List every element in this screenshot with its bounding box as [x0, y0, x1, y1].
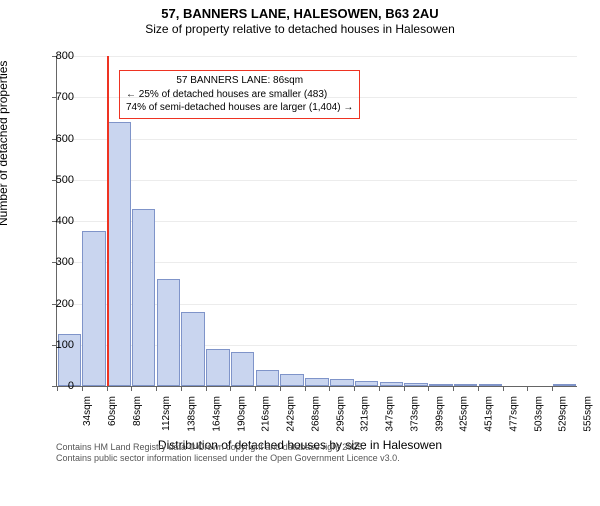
histogram-bar	[355, 381, 379, 386]
x-tick-mark	[379, 386, 380, 391]
histogram-bar	[330, 379, 354, 386]
footer-attribution: Contains HM Land Registry data © Crown c…	[56, 442, 400, 464]
x-tick-label: 164sqm	[211, 396, 222, 432]
histogram-bar	[553, 384, 577, 386]
x-tick-mark	[156, 386, 157, 391]
x-tick-mark	[478, 386, 479, 391]
x-tick-mark	[453, 386, 454, 391]
x-tick-label: 242sqm	[286, 396, 297, 432]
x-tick-mark	[82, 386, 83, 391]
x-tick-label: 60sqm	[107, 396, 118, 426]
x-tick-label: 373sqm	[409, 396, 420, 432]
x-tick-label: 503sqm	[533, 396, 544, 432]
histogram-bar	[454, 384, 478, 386]
y-tick-label: 700	[40, 91, 74, 103]
y-tick-label: 0	[40, 380, 74, 392]
x-tick-label: 190sqm	[236, 396, 247, 432]
y-tick-label: 400	[40, 215, 74, 227]
x-tick-mark	[181, 386, 182, 391]
histogram-bar	[380, 382, 404, 386]
histogram-bar	[132, 209, 156, 386]
histogram-bar	[404, 383, 428, 386]
x-tick-mark	[354, 386, 355, 391]
gridline	[57, 180, 577, 181]
histogram-bar	[305, 378, 329, 386]
x-tick-label: 555sqm	[583, 396, 594, 432]
histogram-bar	[479, 384, 503, 386]
histogram-bar	[206, 349, 230, 386]
x-tick-label: 295sqm	[335, 396, 346, 432]
histogram-bar	[429, 384, 453, 386]
chart-area: Number of detached properties 57 BANNERS…	[0, 46, 600, 466]
x-tick-label: 425sqm	[459, 396, 470, 432]
x-tick-mark	[206, 386, 207, 391]
annotation-line-1: 57 BANNERS LANE: 86sqm	[126, 74, 353, 88]
x-tick-label: 321sqm	[360, 396, 371, 432]
gridline	[57, 97, 577, 98]
x-tick-mark	[503, 386, 504, 391]
y-tick-label: 600	[40, 133, 74, 145]
x-tick-mark	[131, 386, 132, 391]
x-tick-mark	[527, 386, 528, 391]
x-tick-mark	[552, 386, 553, 391]
x-tick-label: 451sqm	[484, 396, 495, 432]
x-tick-label: 34sqm	[82, 396, 93, 426]
y-tick-label: 500	[40, 174, 74, 186]
y-tick-label: 300	[40, 256, 74, 268]
y-axis-label: Number of detached properties	[0, 61, 10, 226]
gridline	[57, 139, 577, 140]
x-tick-mark	[305, 386, 306, 391]
chart-title: 57, BANNERS LANE, HALESOWEN, B63 2AU	[0, 6, 600, 22]
annotation-line-3: 74% of semi-detached houses are larger (…	[126, 101, 353, 115]
annotation-box: 57 BANNERS LANE: 86sqm ← 25% of detached…	[119, 70, 360, 119]
x-tick-mark	[230, 386, 231, 391]
x-tick-mark	[280, 386, 281, 391]
x-tick-mark	[329, 386, 330, 391]
y-tick-label: 800	[40, 50, 74, 62]
gridline	[57, 56, 577, 57]
x-tick-label: 216sqm	[261, 396, 272, 432]
histogram-bar	[82, 231, 106, 386]
x-tick-label: 112sqm	[161, 396, 172, 431]
x-tick-mark	[107, 386, 108, 391]
x-tick-mark	[255, 386, 256, 391]
x-tick-label: 529sqm	[558, 396, 569, 432]
y-tick-label: 100	[40, 339, 74, 351]
histogram-bar	[280, 374, 304, 386]
reference-line	[107, 56, 109, 386]
x-tick-label: 138sqm	[187, 396, 198, 432]
x-tick-label: 86sqm	[132, 396, 143, 426]
x-tick-label: 477sqm	[509, 396, 520, 432]
x-tick-label: 268sqm	[310, 396, 321, 432]
y-tick-label: 200	[40, 298, 74, 310]
x-tick-mark	[428, 386, 429, 391]
chart-subtitle: Size of property relative to detached ho…	[0, 22, 600, 36]
x-tick-mark	[404, 386, 405, 391]
x-tick-label: 347sqm	[385, 396, 396, 432]
footer-line-2: Contains public sector information licen…	[56, 453, 400, 464]
histogram-bar	[107, 122, 131, 386]
histogram-bar	[256, 370, 280, 387]
plot-region: 57 BANNERS LANE: 86sqm ← 25% of detached…	[56, 56, 577, 387]
footer-line-1: Contains HM Land Registry data © Crown c…	[56, 442, 400, 453]
histogram-bar	[157, 279, 181, 386]
annotation-line-2: ← 25% of detached houses are smaller (48…	[126, 88, 353, 102]
histogram-bar	[231, 352, 255, 386]
gridline	[57, 386, 577, 387]
x-tick-label: 399sqm	[434, 396, 445, 432]
histogram-bar	[181, 312, 205, 386]
